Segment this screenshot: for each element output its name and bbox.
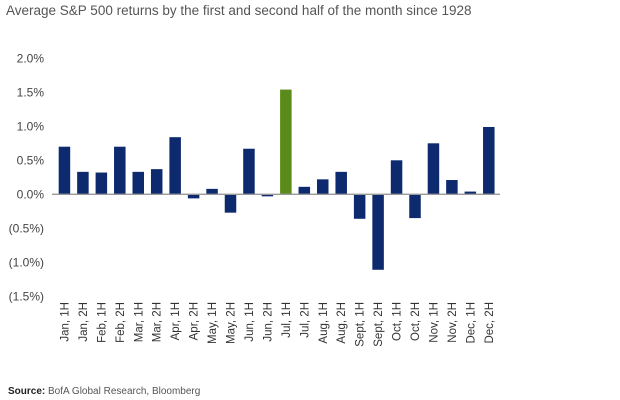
y-tick-label: (0.5%) bbox=[9, 221, 44, 235]
bar bbox=[353, 194, 366, 219]
x-tick-label: Mar, 2H bbox=[152, 302, 164, 342]
x-tick-label: Oct, 2H bbox=[410, 302, 422, 341]
y-tick-label: 1.5% bbox=[17, 85, 45, 99]
x-tick-label: Feb, 1H bbox=[96, 302, 108, 343]
bar bbox=[464, 191, 477, 195]
x-tick-label: Nov, 2H bbox=[447, 302, 459, 343]
bar bbox=[390, 160, 403, 195]
y-tick-label: 2.0% bbox=[17, 51, 45, 65]
bar bbox=[150, 169, 163, 195]
x-tick-label: May, 1H bbox=[207, 302, 219, 344]
x-tick-label: Feb, 2H bbox=[115, 302, 127, 343]
x-tick-label: Nov, 1H bbox=[428, 302, 440, 343]
x-tick-label: Jan, 2H bbox=[78, 302, 90, 342]
bar bbox=[409, 194, 421, 219]
bar bbox=[132, 171, 144, 195]
bar bbox=[298, 186, 311, 195]
y-tick-label: (1.5%) bbox=[9, 289, 44, 303]
bar bbox=[187, 194, 200, 199]
bar bbox=[280, 89, 292, 195]
bar bbox=[169, 137, 181, 195]
x-tick-label: Mar, 1H bbox=[133, 302, 145, 342]
bar bbox=[335, 171, 347, 195]
chart-title: Average S&P 500 returns by the first and… bbox=[6, 3, 472, 18]
bar bbox=[206, 188, 218, 195]
bar bbox=[224, 194, 237, 213]
x-tick-label: May, 2H bbox=[226, 302, 238, 344]
x-tick-label: Jan, 1H bbox=[59, 302, 71, 342]
x-tick-label: Sept, 1H bbox=[355, 302, 367, 347]
x-tick-label: Apr, 1H bbox=[170, 302, 182, 340]
y-tick-label: (1.0%) bbox=[9, 255, 44, 269]
bar bbox=[372, 194, 384, 270]
x-tick-label: Dec, 2H bbox=[484, 302, 496, 344]
bar bbox=[58, 146, 71, 195]
bar bbox=[114, 146, 126, 195]
x-tick-label: Apr, 2H bbox=[189, 302, 201, 340]
bar bbox=[243, 148, 255, 195]
y-tick-label: 1.0% bbox=[17, 119, 45, 133]
source-text: BofA Global Research, Bloomberg bbox=[48, 386, 201, 397]
x-tick-label: Aug, 2H bbox=[336, 302, 348, 344]
x-tick-label: Jun, 2H bbox=[262, 302, 274, 342]
x-tick-label: Sept, 2H bbox=[373, 302, 385, 347]
x-tick-label: Jul, 2H bbox=[299, 302, 311, 338]
y-tick-label: 0.5% bbox=[17, 153, 45, 167]
bar bbox=[261, 194, 274, 197]
bar bbox=[95, 172, 108, 195]
x-tick-label: Aug, 1H bbox=[318, 302, 330, 344]
bar bbox=[317, 179, 329, 195]
source-label: Source: bbox=[8, 386, 46, 397]
bar bbox=[427, 143, 440, 195]
x-tick-label: Jun, 1H bbox=[244, 302, 256, 342]
bar bbox=[77, 171, 89, 195]
x-tick-label: Oct, 1H bbox=[392, 302, 404, 341]
y-tick-label: 0.0% bbox=[17, 187, 45, 201]
source-note: Source: BofA Global Research, Bloomberg bbox=[8, 386, 200, 397]
x-tick-label: Dec, 1H bbox=[465, 302, 477, 344]
bar bbox=[446, 180, 458, 195]
bar bbox=[483, 126, 495, 195]
x-tick-label: Jul, 1H bbox=[281, 302, 293, 338]
